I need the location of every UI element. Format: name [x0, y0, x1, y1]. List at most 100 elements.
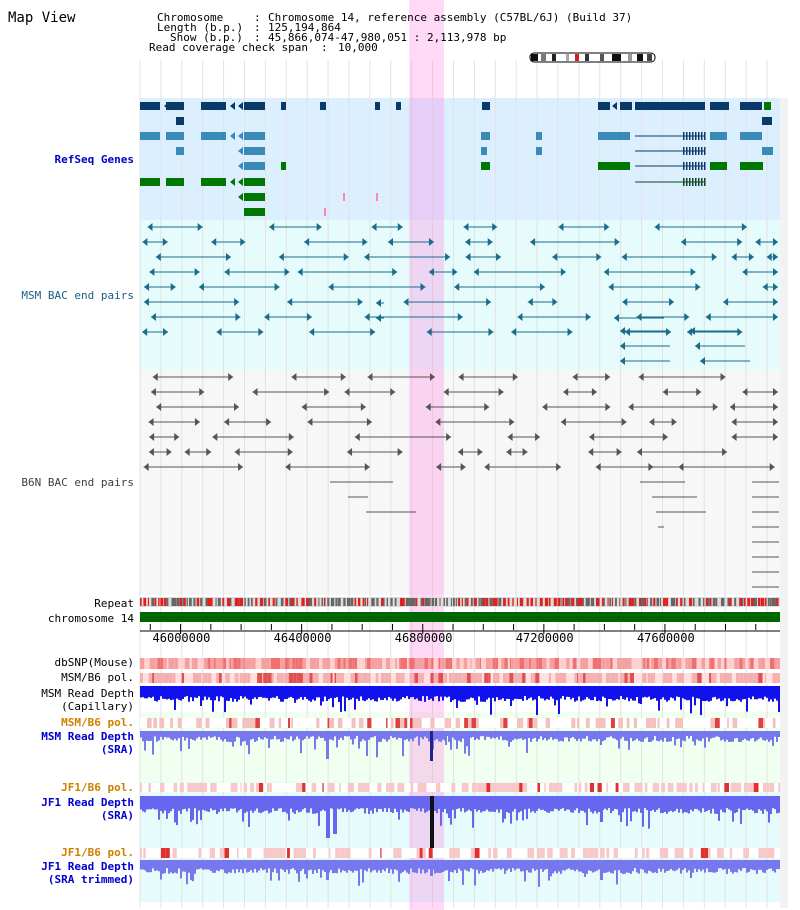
chromosome-ideogram[interactable]: [529, 52, 656, 63]
dbsnp-label[interactable]: dbSNP(Mouse): [54, 656, 134, 669]
repeat-element: [230, 598, 232, 606]
heat-cell: [617, 658, 622, 669]
msm-b6-pol-strip-2[interactable]: [140, 718, 780, 728]
depth-bar: [296, 731, 298, 737]
heat-cell: [535, 673, 540, 683]
msm-b6-pol-label[interactable]: MSM/B6 pol.: [61, 671, 134, 684]
depth-bar: [256, 860, 258, 873]
depth-bar: [450, 731, 452, 750]
bac-end-left: [552, 253, 558, 261]
chromosome-bar[interactable]: [140, 612, 780, 632]
b6n-bac-label[interactable]: B6N BAC end pairs: [21, 476, 134, 489]
depth-bar: [268, 860, 270, 869]
heat-cell: [416, 848, 420, 858]
heat-cell: [330, 848, 336, 858]
repeat-track[interactable]: [140, 597, 780, 607]
heat-cell: [378, 718, 381, 728]
msm-bac-extra[interactable]: [376, 299, 750, 365]
b6n-bac-extra[interactable]: [330, 466, 779, 588]
heat-cell: [622, 718, 627, 728]
depth-bar: [176, 686, 178, 699]
jf1-b6-pol-label-2[interactable]: JF1/B6 pol.: [61, 846, 134, 859]
heat-cell: [497, 848, 502, 858]
depth-bar: [284, 731, 286, 738]
heat-cell: [606, 848, 610, 858]
heat-cell: [150, 848, 152, 858]
bac-end-left: [465, 238, 471, 246]
refseq-genes[interactable]: [140, 102, 773, 216]
depth-bar: [722, 686, 724, 701]
depth-bar: [472, 731, 474, 737]
gene-exon: [704, 132, 706, 140]
heat-cell: [404, 718, 408, 728]
jf1-depth-trim-label[interactable]: JF1 Read Depth: [41, 860, 134, 873]
chromosome-track-label[interactable]: chromosome 14: [47, 612, 134, 625]
jf1-depth-sra[interactable]: [140, 796, 780, 848]
depth-spike: [326, 860, 329, 880]
heat-cell: [732, 718, 738, 728]
refseq-genes-label[interactable]: RefSeq Genes: [54, 153, 134, 166]
jf1-depth-trim[interactable]: [140, 860, 780, 887]
heat-cell: [346, 718, 350, 728]
depth-bar: [422, 796, 424, 809]
bac-end-left: [344, 388, 350, 396]
bac-end-right: [486, 298, 492, 306]
heat-cell: [380, 848, 382, 858]
repeat-element: [464, 598, 467, 606]
heat-cell: [575, 848, 577, 858]
depth-bar: [242, 686, 244, 699]
depth-bar: [712, 731, 714, 738]
depth-bar: [440, 860, 442, 873]
repeat-label[interactable]: Repeat: [94, 597, 134, 610]
depth-bar: [476, 860, 478, 870]
snp-mark: [376, 193, 378, 201]
repeat-element: [760, 598, 765, 606]
depth-bar: [238, 860, 240, 873]
depth-bar: [484, 860, 486, 873]
bac-end-left: [458, 373, 464, 381]
depth-bar: [440, 686, 442, 697]
msm-depth-capillary[interactable]: [140, 686, 780, 716]
bac-end-right: [616, 448, 622, 456]
heat-cell: [748, 658, 751, 669]
msm-depth-sra[interactable]: [140, 731, 780, 761]
heat-cell: [764, 848, 766, 858]
gene-feature: [536, 132, 542, 140]
heat-cell: [532, 673, 536, 683]
bac-end-left: [403, 298, 409, 306]
msm-bac-label[interactable]: MSM BAC end pairs: [21, 289, 134, 302]
dbsnp-strip[interactable]: [140, 658, 780, 669]
heat-cell: [151, 848, 156, 858]
jf1-b6-pol-label[interactable]: JF1/B6 pol.: [61, 781, 134, 794]
heat-cell: [339, 783, 341, 792]
msm-b6-pol-label-2[interactable]: MSM/B6 pol.: [61, 716, 134, 729]
depth-bar: [610, 686, 612, 700]
msm-b6-pol-strip[interactable]: [140, 673, 780, 683]
axis-tick-label: 47600000: [636, 631, 695, 645]
depth-bar: [284, 860, 286, 873]
depth-bar: [618, 686, 620, 700]
heat-cell: [172, 848, 177, 858]
heat-cell: [677, 848, 681, 858]
depth-bar: [316, 796, 318, 814]
heat-cell: [194, 783, 199, 792]
heat-cell: [168, 658, 173, 669]
msm-depth-cap-label[interactable]: MSM Read Depth: [41, 687, 134, 700]
msm-depth-sra-label[interactable]: MSM Read Depth: [41, 730, 134, 743]
depth-bar: [336, 731, 338, 748]
depth-bar: [254, 686, 256, 698]
heat-cell: [509, 658, 512, 669]
depth-bar: [754, 796, 756, 814]
depth-bar: [550, 860, 552, 877]
heat-cell: [184, 658, 190, 669]
msm-bac-pairs[interactable]: [142, 223, 778, 336]
b6n-bac-pairs[interactable]: [143, 373, 778, 471]
selection[interactable]: [409, 0, 444, 910]
jf1-depth-sra-label[interactable]: JF1 Read Depth: [41, 796, 134, 809]
depth-bar: [304, 731, 306, 739]
repeat-element: [709, 598, 712, 606]
jf1-b6-pol-strip[interactable]: [140, 783, 780, 792]
jf1-b6-pol-strip-2[interactable]: [140, 848, 780, 858]
heat-cell: [203, 658, 208, 669]
